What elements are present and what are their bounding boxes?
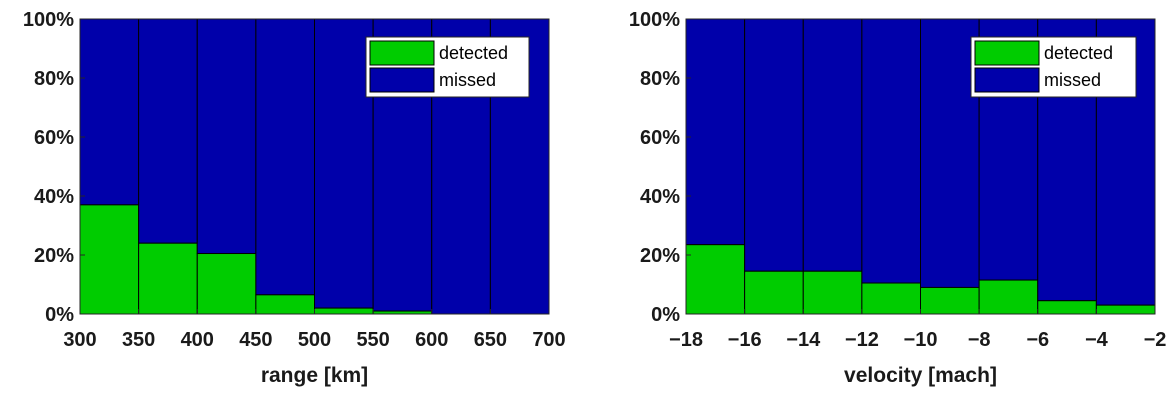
legend-label-detected: detected xyxy=(439,43,508,63)
bar-detected-7 xyxy=(1095,304,1156,315)
bar-missed-3 xyxy=(861,18,921,284)
y-tick-label: 20% xyxy=(640,245,680,267)
bar-detected-0 xyxy=(79,204,140,315)
bar-missed-4 xyxy=(314,18,374,309)
bar-detected-4 xyxy=(314,307,374,315)
bar-missed-0 xyxy=(79,18,140,206)
y-tick-label: 60% xyxy=(640,127,680,149)
legend-swatch-detected xyxy=(369,40,435,66)
y-tick-label: 0% xyxy=(45,304,74,326)
x-tick-label: −4 xyxy=(1085,329,1109,351)
legend-label-detected: detected xyxy=(1044,43,1113,63)
x-tick-label: −6 xyxy=(1026,329,1049,351)
bar-detected-2 xyxy=(802,270,863,315)
x-tick-label: 350 xyxy=(122,329,155,351)
x-tick-label: 550 xyxy=(356,329,389,351)
x-tick-label: −10 xyxy=(904,329,938,351)
bar-detected-6 xyxy=(1037,300,1097,315)
y-tick-label: 40% xyxy=(640,186,680,208)
y-tick-label: 60% xyxy=(34,127,74,149)
x-tick-label: −2 xyxy=(1144,329,1167,351)
legend-swatch-detected xyxy=(974,40,1040,66)
legend-swatch-missed xyxy=(974,67,1040,93)
x-axis-label: range [km] xyxy=(261,364,368,387)
x-axis-label: velocity [mach] xyxy=(844,364,997,387)
y-tick-label: 80% xyxy=(34,68,74,90)
bar-missed-1 xyxy=(744,18,804,272)
y-tick-label: 80% xyxy=(640,68,680,90)
x-tick-label: 650 xyxy=(474,329,507,351)
bar-missed-0 xyxy=(685,18,746,246)
bar-missed-2 xyxy=(802,18,863,272)
x-tick-label: 500 xyxy=(298,329,331,351)
x-tick-label: −12 xyxy=(845,329,879,351)
x-tick-label: −18 xyxy=(669,329,703,351)
bar-detected-0 xyxy=(685,244,746,315)
legend: detected missed xyxy=(365,36,530,98)
legend-swatch-missed xyxy=(369,67,435,93)
legend: detected missed xyxy=(970,36,1137,98)
x-tick-label: 700 xyxy=(532,329,565,351)
legend-label-missed: missed xyxy=(1044,70,1101,90)
y-tick-label: 40% xyxy=(34,186,74,208)
bar-detected-3 xyxy=(861,282,921,315)
y-tick-label: 0% xyxy=(651,304,680,326)
y-tick-label: 100% xyxy=(23,9,74,31)
bar-missed-4 xyxy=(920,18,980,288)
x-tick-label: 400 xyxy=(181,329,214,351)
y-tick-label: 100% xyxy=(629,9,680,31)
x-tick-label: −16 xyxy=(728,329,762,351)
y-tick-label: 20% xyxy=(34,245,74,267)
x-tick-label: 600 xyxy=(415,329,448,351)
bar-detected-3 xyxy=(255,294,315,315)
chart-velocity: 0% 20% 40% 60% 80% 100% −18 −16 −14 −12 −10 −8 −6 −4 −… xyxy=(629,9,1167,387)
bar-detected-1 xyxy=(138,242,198,315)
bar-missed-3 xyxy=(255,18,315,296)
chart-range: 0% 20% 40% 60% 80% 100% 300 350 400 450 500 550 600 6… xyxy=(23,9,566,387)
bar-detected-5 xyxy=(978,279,1039,315)
x-tick-label: −14 xyxy=(786,329,821,351)
bar-detected-4 xyxy=(920,286,980,315)
bar-detected-2 xyxy=(196,253,257,315)
legend-label-missed: missed xyxy=(439,70,496,90)
bar-missed-2 xyxy=(196,18,257,255)
x-tick-label: −8 xyxy=(968,329,991,351)
bar-missed-1 xyxy=(138,18,198,244)
bar-detected-1 xyxy=(744,270,804,315)
x-tick-label: 300 xyxy=(63,329,96,351)
x-tick-label: 450 xyxy=(239,329,272,351)
